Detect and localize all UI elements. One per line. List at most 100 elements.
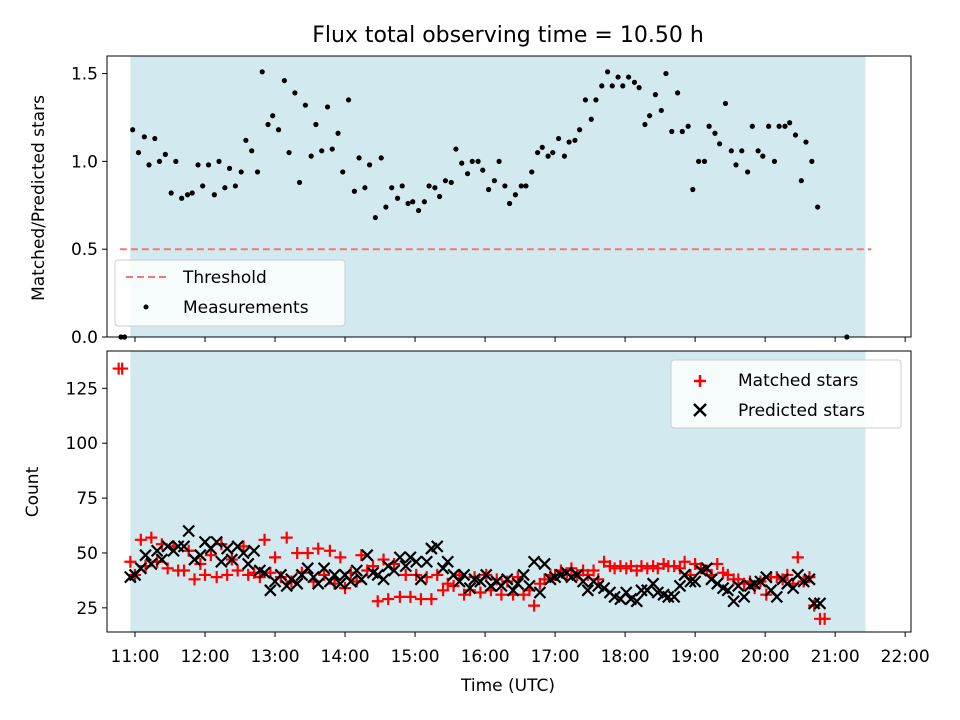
measurement-point — [809, 158, 815, 164]
predicted-star-marker — [328, 568, 341, 582]
y-tick-label: 1.5 — [71, 65, 98, 85]
x-tick-label: 22:00 — [881, 647, 930, 667]
predicted-star-marker — [301, 562, 314, 575]
predicted-star-marker — [630, 594, 644, 608]
measurement-point — [222, 185, 228, 191]
predicted-star-marker — [463, 581, 477, 595]
matched-star-marker — [124, 555, 137, 568]
matched-star-marker — [668, 560, 681, 573]
predicted-star-marker — [479, 568, 493, 582]
predicted-star-marker — [139, 548, 152, 562]
measurement-point — [480, 167, 486, 173]
legend-measurement-label: Measurements — [183, 298, 309, 318]
legend-matched-swatch — [694, 375, 706, 387]
predicted-star-marker — [436, 562, 450, 575]
predicted-star-marker — [667, 590, 681, 604]
predicted-star-marker — [737, 590, 751, 604]
predicted-star-marker — [506, 584, 520, 597]
predicted-star-marker — [441, 555, 455, 569]
predicted-star-marker — [453, 575, 466, 588]
measurement-point — [296, 179, 303, 186]
matched-star-marker — [377, 553, 390, 566]
matched-star-marker — [116, 362, 129, 375]
measurement-point — [496, 158, 502, 164]
measurement-point — [722, 100, 729, 107]
measurement-point — [506, 200, 513, 207]
x-tick-label: 14:00 — [321, 647, 370, 667]
measurement-point — [130, 127, 136, 133]
measurement-point — [582, 97, 589, 103]
measurement-point — [712, 130, 718, 136]
measurement-point — [308, 153, 314, 159]
legend: Matched stars Predicted stars — [670, 359, 902, 429]
matched-star-marker — [684, 568, 697, 581]
measurement-point — [232, 183, 238, 189]
predicted-star-marker — [500, 573, 514, 586]
predicted-star-marker — [241, 557, 255, 571]
x-axis-ticks: 11:00 12:00 13:00 14:00 15:00 16:00 17:00 18:00… — [111, 632, 930, 667]
matched-star-marker — [382, 593, 395, 606]
measurement-point — [776, 123, 782, 129]
matched-star-marker — [490, 573, 503, 586]
predicted-star-marker — [803, 573, 816, 586]
measurement-point — [453, 146, 459, 152]
predicted-star-marker — [581, 584, 595, 597]
predicted-star-marker — [258, 566, 271, 580]
measurement-point — [238, 169, 244, 175]
measurement-point — [394, 195, 401, 201]
measurement-point — [642, 121, 648, 128]
predicted-star-marker — [688, 575, 702, 588]
plot-frame — [106, 350, 912, 633]
predicted-star-marker — [355, 573, 368, 586]
measurement-point — [270, 113, 276, 119]
measurement-point — [243, 137, 249, 143]
measurement-point — [351, 188, 357, 194]
measurement-point — [265, 121, 271, 128]
measurement-point — [421, 199, 427, 205]
matched-star-marker — [393, 590, 406, 603]
matched-star-marker — [399, 568, 412, 581]
measurement-point — [523, 183, 529, 189]
matched-star-marker — [204, 549, 217, 562]
measurement-point — [362, 185, 368, 191]
x-tick-label: 12:00 — [181, 647, 230, 667]
matched-star-marker — [269, 551, 282, 564]
x-axis-label: Time (UTC) — [460, 676, 555, 696]
predicted-star-marker — [457, 568, 471, 582]
matched-star-marker — [678, 555, 691, 568]
matched-star-marker — [301, 546, 314, 559]
predicted-star-marker — [237, 546, 250, 560]
measurement-point — [771, 158, 778, 164]
measurement-point — [135, 149, 142, 156]
measurement-point — [679, 128, 685, 135]
predicted-star-marker — [533, 586, 547, 599]
measurement-point — [652, 92, 659, 98]
measurement-point — [663, 70, 669, 77]
measurement-points — [118, 69, 850, 340]
measurement-point — [378, 155, 384, 161]
measurement-point — [286, 149, 292, 156]
x-axis-ticks — [134, 337, 906, 342]
y-axis-label: Count — [23, 466, 43, 517]
matched-star-marker — [237, 540, 250, 553]
measurement-point — [512, 192, 519, 198]
legend: Threshold Measurements — [114, 259, 346, 327]
measurement-point — [760, 153, 766, 159]
measurement-point — [184, 192, 191, 198]
measurement-point — [518, 183, 524, 189]
measurement-point — [432, 185, 438, 191]
measurement-point — [173, 158, 179, 164]
measurement-point — [383, 204, 389, 210]
predicted-star-marker — [311, 577, 325, 590]
predicted-star-marker — [350, 564, 363, 577]
predicted-star-marker — [430, 540, 444, 553]
predicted-star-marker — [264, 584, 277, 597]
measurement-point — [626, 74, 632, 80]
predicted-star-marker — [420, 555, 434, 569]
predicted-star-marker — [247, 544, 261, 558]
measurement-point — [464, 171, 471, 177]
predicted-star-marker — [334, 577, 347, 590]
measurement-point — [211, 192, 217, 198]
measurement-point — [226, 165, 233, 171]
